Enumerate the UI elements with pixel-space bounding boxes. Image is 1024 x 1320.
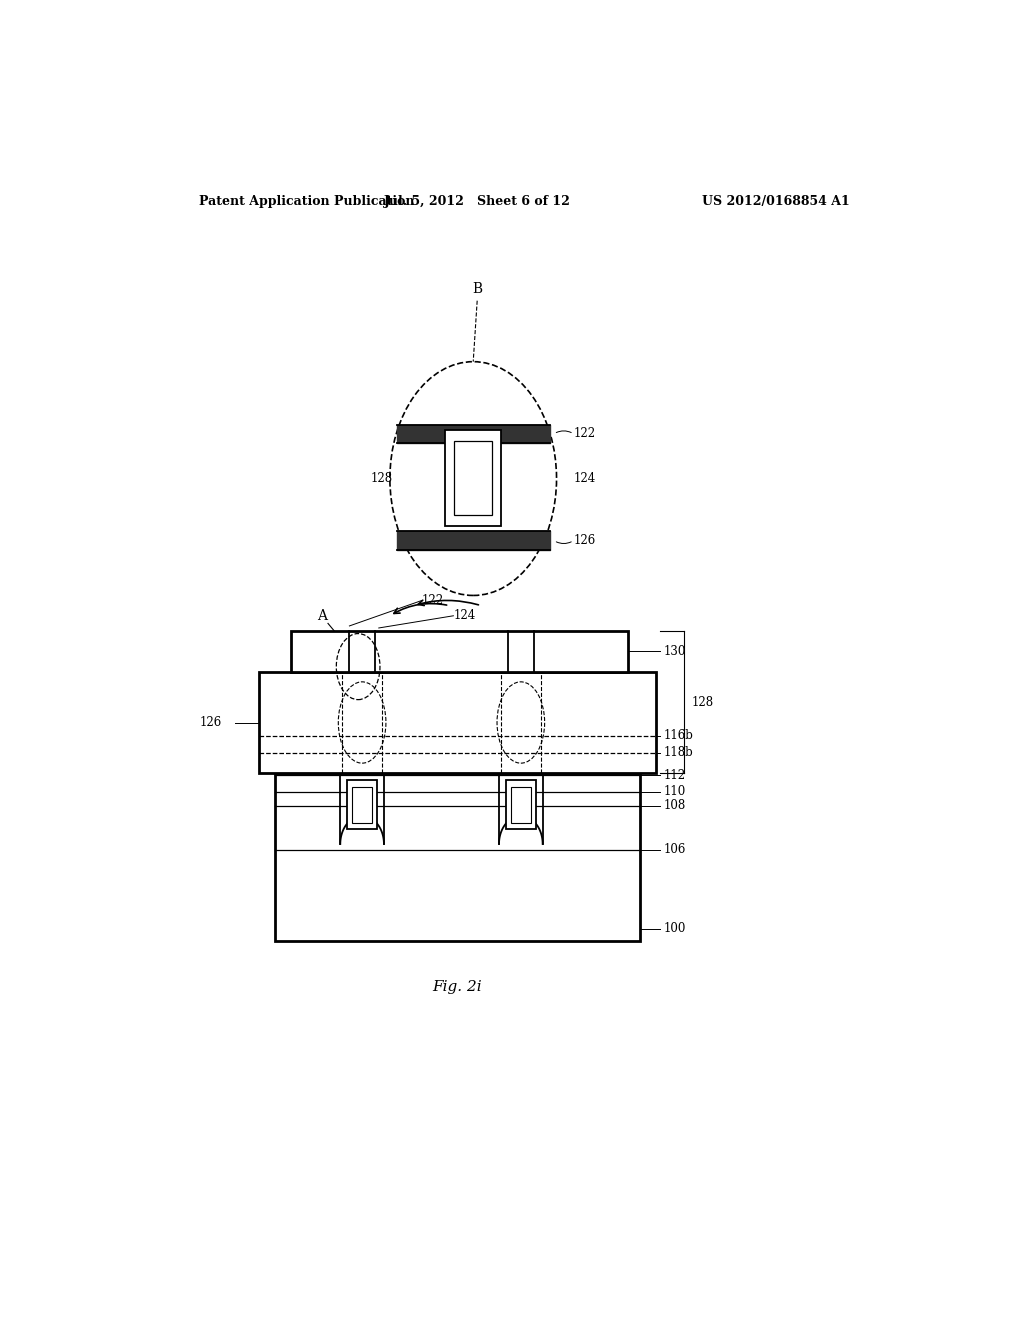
Text: B: B bbox=[472, 281, 482, 296]
Text: 126: 126 bbox=[573, 535, 596, 546]
Text: 116b: 116b bbox=[664, 729, 693, 742]
Text: 108: 108 bbox=[664, 800, 686, 812]
Text: Fig. 2i: Fig. 2i bbox=[432, 979, 482, 994]
Bar bbox=[352, 787, 373, 824]
Bar bbox=[445, 430, 501, 527]
Text: 106: 106 bbox=[664, 843, 686, 857]
Bar bbox=[511, 787, 531, 824]
Ellipse shape bbox=[390, 362, 557, 595]
Bar bbox=[259, 672, 655, 774]
Text: Jul. 5, 2012   Sheet 6 of 12: Jul. 5, 2012 Sheet 6 of 12 bbox=[384, 194, 570, 207]
Text: Patent Application Publication: Patent Application Publication bbox=[200, 194, 415, 207]
Text: 124: 124 bbox=[454, 610, 475, 622]
Text: 122: 122 bbox=[422, 594, 443, 607]
Text: 128: 128 bbox=[691, 696, 714, 709]
Text: US 2012/0168854 A1: US 2012/0168854 A1 bbox=[702, 194, 850, 207]
Text: 110: 110 bbox=[664, 785, 686, 799]
Text: 128: 128 bbox=[371, 471, 392, 484]
Text: 112: 112 bbox=[664, 768, 686, 781]
Text: 124: 124 bbox=[573, 471, 596, 484]
Bar bbox=[455, 441, 493, 515]
Text: A: A bbox=[317, 610, 328, 623]
Bar bbox=[347, 780, 377, 829]
Text: 130: 130 bbox=[664, 645, 686, 657]
Bar bbox=[274, 774, 640, 941]
Text: 126: 126 bbox=[200, 715, 221, 729]
Text: 122: 122 bbox=[573, 428, 596, 441]
Bar bbox=[506, 780, 536, 829]
Bar bbox=[291, 631, 628, 672]
Text: 100: 100 bbox=[664, 923, 686, 936]
Text: 118b: 118b bbox=[664, 747, 693, 759]
